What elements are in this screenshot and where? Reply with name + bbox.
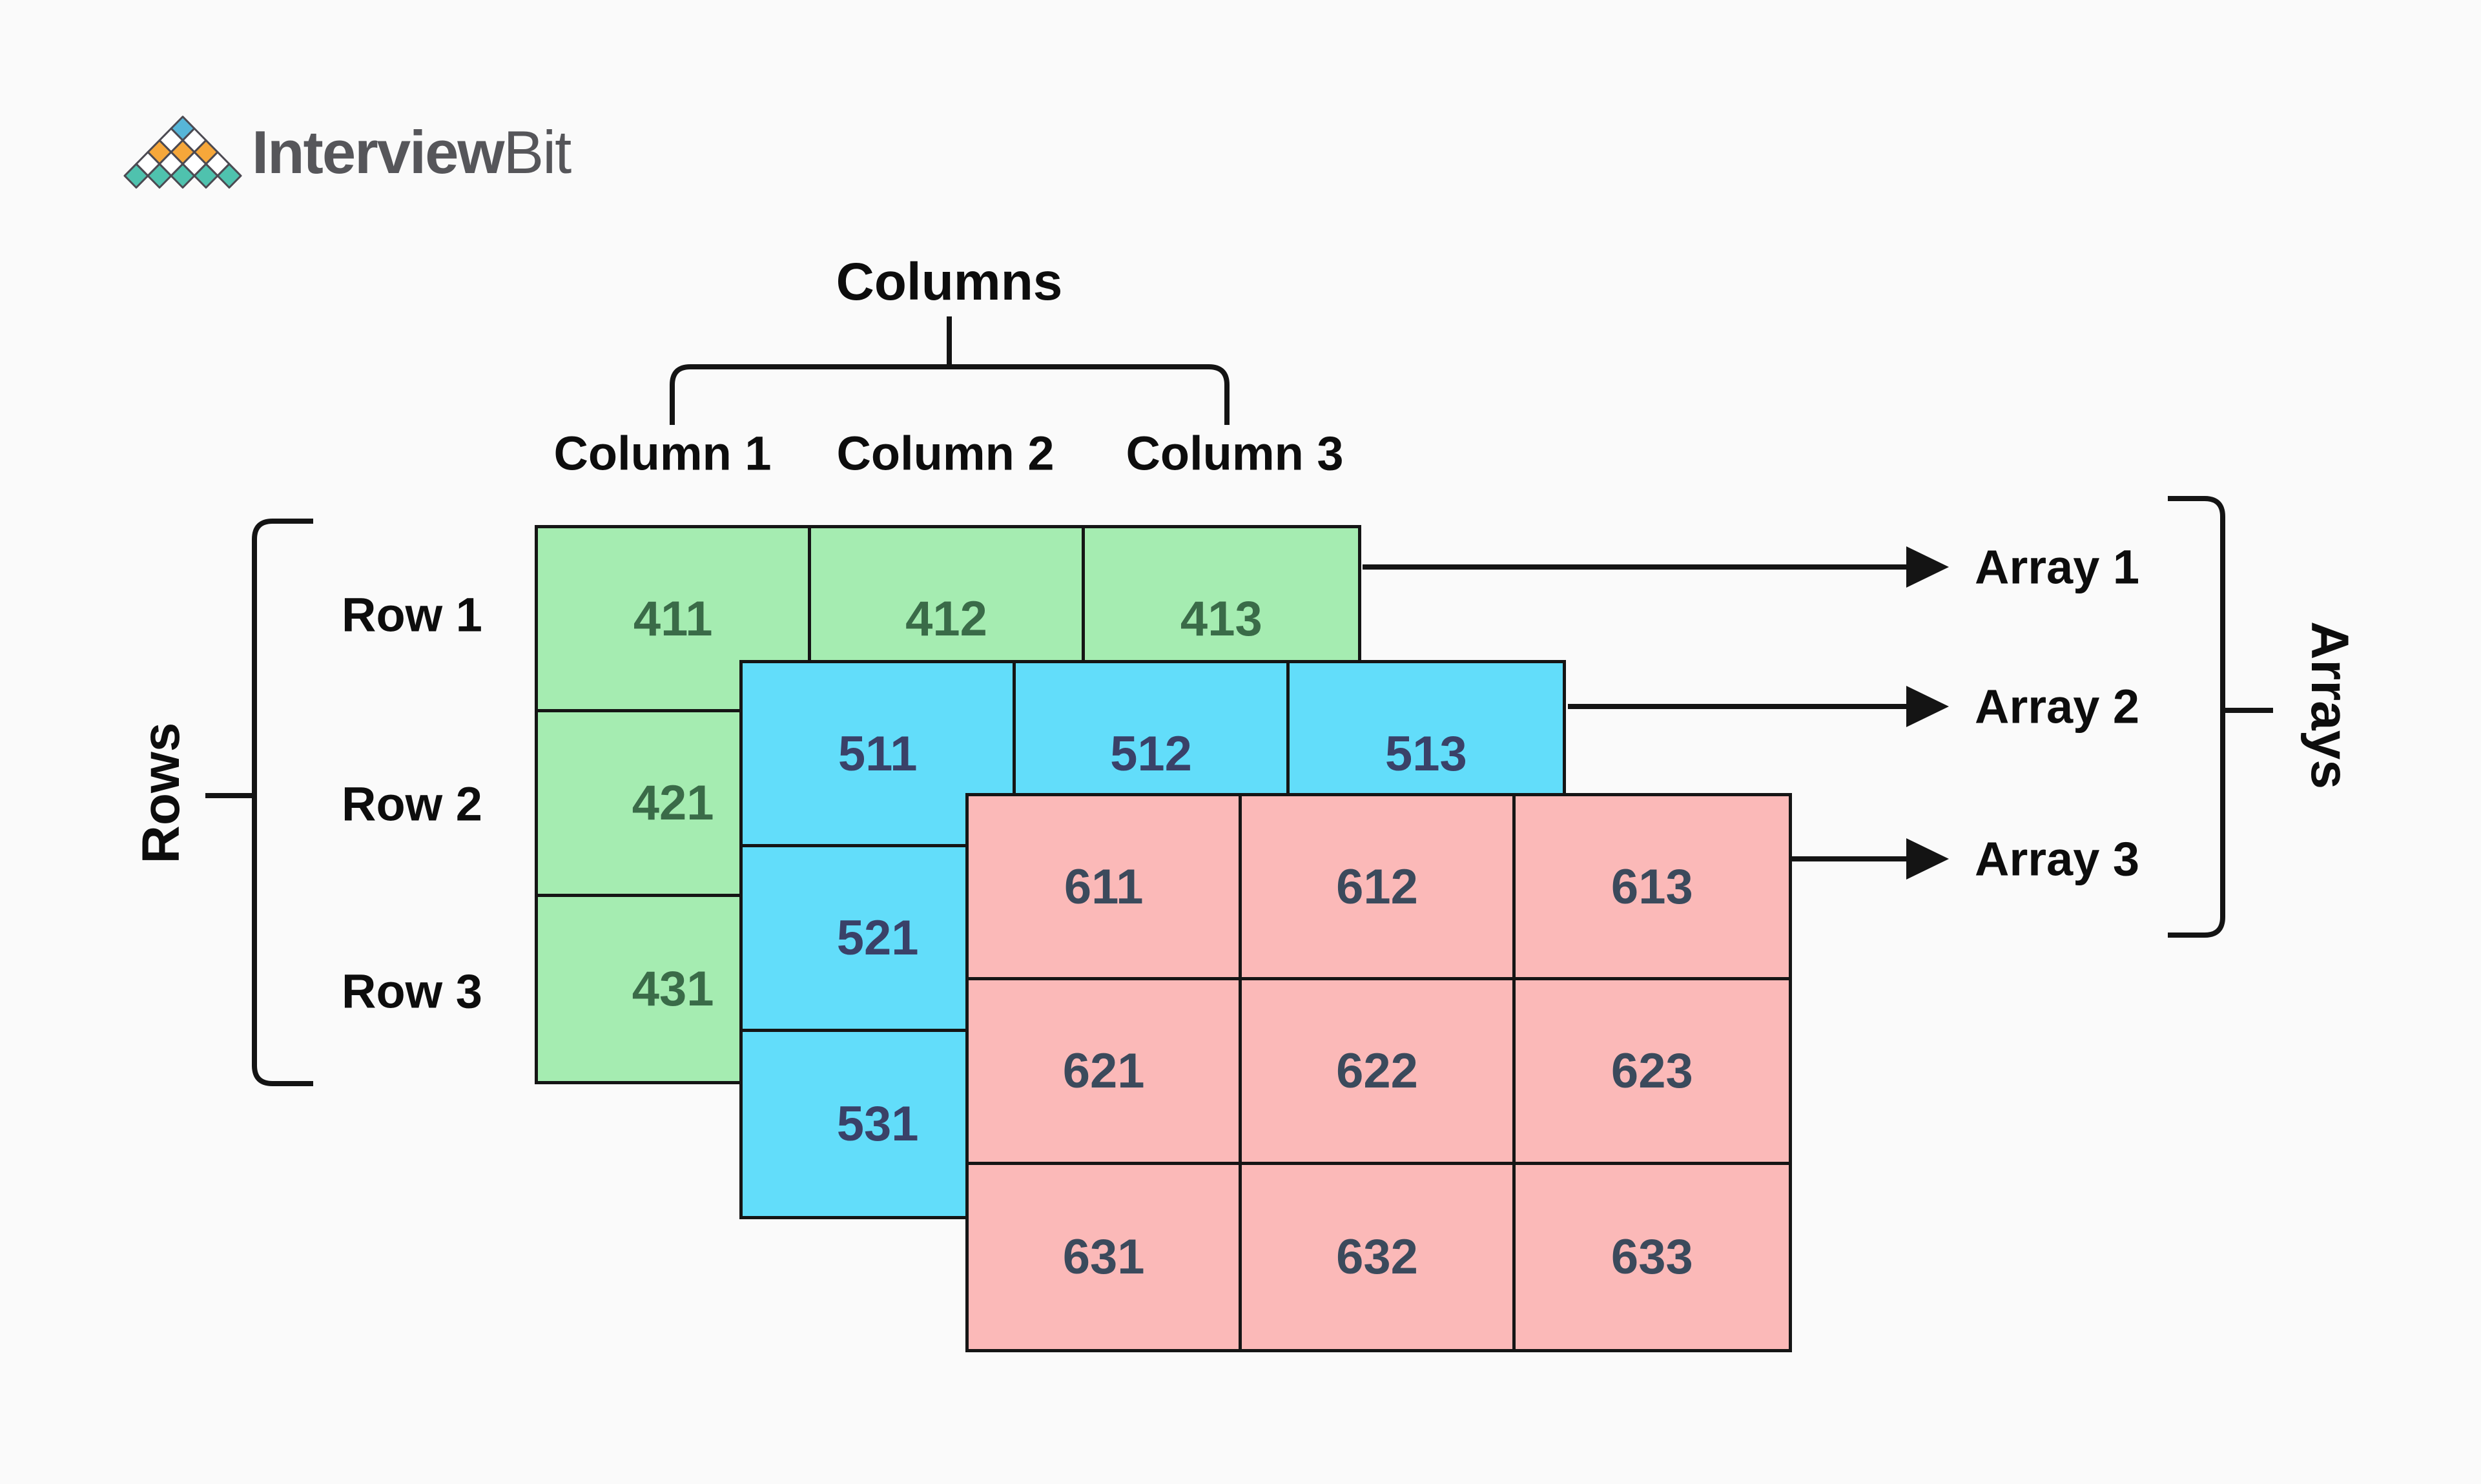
columns-title: Columns	[836, 252, 1063, 311]
column-2-label: Column 2	[836, 426, 1055, 480]
row-3-label: Row 3	[342, 964, 482, 1018]
rows-title: Rows	[132, 722, 190, 864]
rows-bracket	[252, 519, 313, 1086]
arrow-array-2-head	[1906, 686, 1949, 727]
arrow-array-3-head	[1906, 838, 1949, 880]
cell-431: 431	[538, 896, 812, 1081]
cell-623: 623	[1515, 980, 1789, 1165]
arrays-bracket	[2168, 496, 2225, 938]
cell-611: 611	[969, 796, 1242, 981]
cell-613: 613	[1515, 796, 1789, 981]
cell-631: 631	[969, 1164, 1242, 1349]
cell-621: 621	[969, 980, 1242, 1165]
row-1-label: Row 1	[342, 588, 482, 642]
row-2-label: Row 2	[342, 777, 482, 831]
array-2-label: Array 2	[1975, 679, 2140, 734]
cell-612: 612	[1242, 796, 1516, 981]
logo-wordmark: InterviewBit	[252, 115, 572, 190]
logo-text-bit: Bit	[503, 118, 572, 186]
interviewbit-logo: InterviewBit	[123, 115, 572, 190]
column-1-label: Column 1	[553, 426, 772, 480]
grid-array-3: 611 612 613 621 622 623 631 632 633	[965, 793, 1792, 1352]
logo-diamond-bottom	[147, 163, 172, 189]
columns-bracket	[670, 364, 1230, 425]
logo-diamond-bottom	[170, 163, 196, 189]
array-3-label: Array 3	[1975, 832, 2140, 886]
column-3-label: Column 3	[1126, 426, 1344, 480]
arrays-title: Arrays	[2300, 621, 2359, 789]
cell-411: 411	[538, 528, 812, 713]
cell-622: 622	[1242, 980, 1516, 1165]
cell-632: 632	[1242, 1164, 1516, 1349]
cell-633: 633	[1611, 1229, 1693, 1284]
logo-diamond-bottom	[123, 163, 149, 189]
logo-diamond-bottom	[193, 163, 219, 189]
logo-text-interview: Interview	[252, 118, 504, 186]
logo-pyramid-icon	[123, 116, 242, 189]
cell-511: 511	[743, 663, 1016, 848]
logo-diamond-bottom	[216, 163, 242, 189]
arrow-array-1-head	[1906, 546, 1949, 588]
array-1-label: Array 1	[1975, 540, 2140, 594]
